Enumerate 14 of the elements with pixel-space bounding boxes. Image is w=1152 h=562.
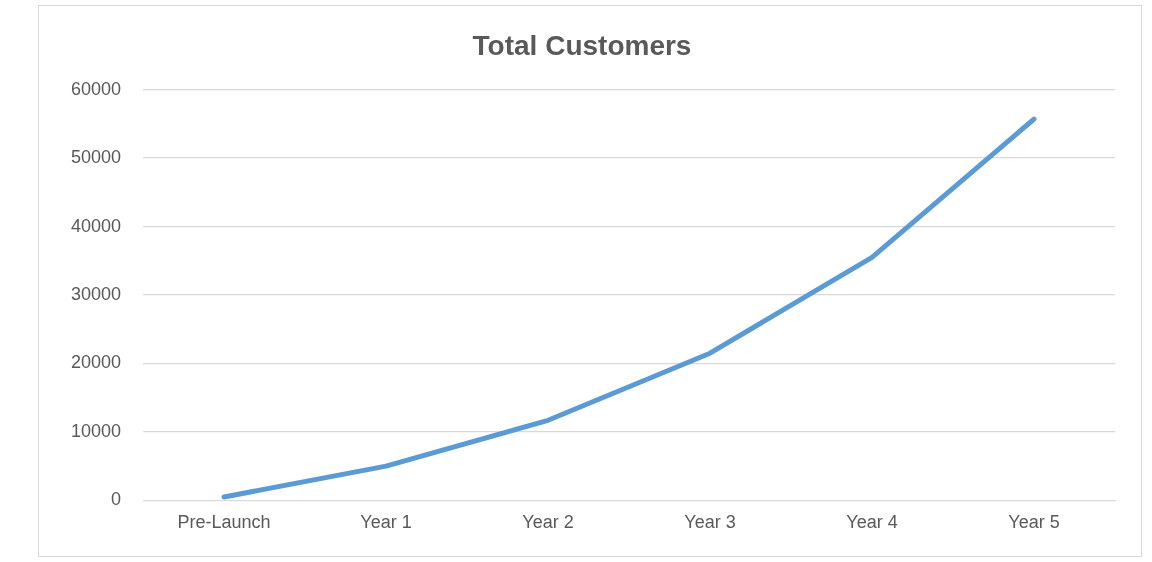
y-tick-label: 50000 bbox=[70, 147, 122, 168]
x-tick-label: Year 4 bbox=[846, 512, 898, 533]
x-tick-label: Year 1 bbox=[360, 512, 412, 533]
chart-title: Total Customers bbox=[472, 29, 692, 61]
y-tick-label: 10000 bbox=[70, 420, 122, 441]
x-tick-label: Year 2 bbox=[522, 512, 574, 533]
y-tick-label: 0 bbox=[111, 489, 122, 510]
x-tick-label: Year 5 bbox=[1008, 512, 1060, 533]
x-tick-label: Year 3 bbox=[684, 512, 736, 533]
y-tick-label: 30000 bbox=[70, 283, 122, 304]
y-tick-label: 60000 bbox=[70, 78, 122, 99]
x-tick-label: Pre-Launch bbox=[177, 512, 271, 533]
y-tick-label: 40000 bbox=[70, 215, 122, 236]
y-tick-label: 20000 bbox=[70, 352, 122, 373]
